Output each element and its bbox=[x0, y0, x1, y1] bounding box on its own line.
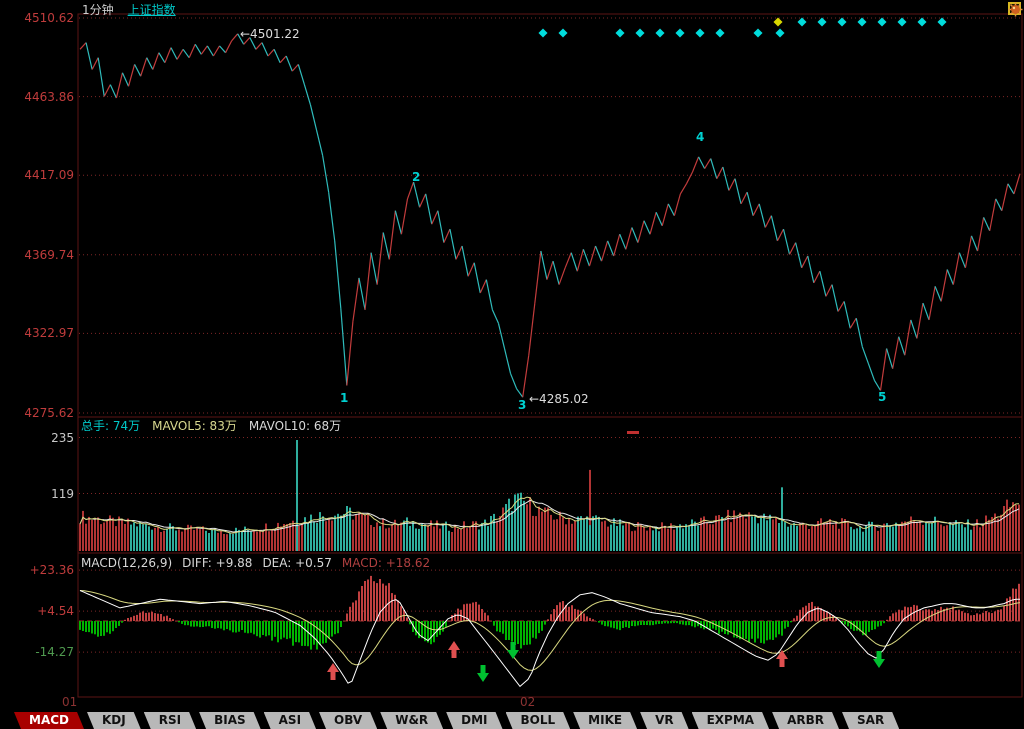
price-line bbox=[79, 33, 1021, 398]
tab-mike[interactable]: MIKE bbox=[573, 712, 637, 729]
buy-arrow-icon bbox=[448, 641, 460, 658]
price-axis-tick: 4275.62 bbox=[24, 406, 74, 420]
volume-lots-value: 总手: 74万 bbox=[81, 419, 141, 433]
tab-expma[interactable]: EXPMA bbox=[692, 712, 769, 729]
wave-marker-1: 1 bbox=[340, 391, 349, 405]
buy-arrow-icon bbox=[327, 663, 339, 680]
indicator-tab-bar: MACD KDJ RSI BIAS ASI OBV W&R DMI BOLL MIKE VR EXPM… bbox=[0, 712, 1024, 729]
tab-wr[interactable]: W&R bbox=[380, 712, 443, 729]
flower-icon[interactable] bbox=[1008, 2, 1023, 17]
macd-indicator-name[interactable]: MACD(12,26,9) bbox=[81, 556, 173, 570]
volume-panel-header: 总手: 74万 MAVOL5: 83万 MAVOL10: 68万 bbox=[81, 417, 341, 434]
macd-diff-value: DIFF: +9.88 bbox=[182, 556, 253, 570]
time-axis-label-02: 02 bbox=[520, 695, 536, 709]
tab-sar[interactable]: SAR bbox=[842, 712, 899, 729]
tab-vr[interactable]: VR bbox=[640, 712, 689, 729]
gridlines bbox=[79, 17, 1021, 653]
price-axis-tick: 4463.86 bbox=[24, 89, 74, 104]
tab-dmi[interactable]: DMI bbox=[446, 712, 502, 729]
time-axis-label-01: 01 bbox=[62, 695, 78, 709]
macd-panel-header: MACD(12,26,9) DIFF: +9.88 DEA: +0.57 MACD: … bbox=[81, 556, 430, 570]
macd-dea-value: DEA: +0.57 bbox=[262, 556, 332, 570]
mavol10-value: MAVOL10: 68万 bbox=[248, 419, 342, 433]
tab-obv[interactable]: OBV bbox=[319, 712, 377, 729]
panel-frame bbox=[77, 13, 1023, 698]
signal-diamonds bbox=[538, 17, 947, 38]
volume-axis-tick: 235 bbox=[51, 430, 74, 445]
price-axis-tick: 4322.97 bbox=[24, 326, 74, 341]
mavol5-value: MAVOL5: 83万 bbox=[152, 419, 237, 433]
price-axis-tick: 4510.62 bbox=[24, 11, 74, 25]
wave-marker-5: 5 bbox=[878, 390, 887, 404]
diff-line bbox=[79, 590, 1020, 688]
macd-histogram-negative bbox=[79, 621, 885, 650]
low-price-annotation: ←4285.02 bbox=[529, 392, 589, 406]
macd-axis-tick: -14.27 bbox=[35, 645, 74, 660]
buy-arrow-icon bbox=[776, 650, 788, 667]
corner-icons bbox=[1008, 2, 1023, 17]
macd-histogram-positive bbox=[124, 575, 1020, 622]
high-price-annotation: ←4501.22 bbox=[240, 27, 300, 41]
symbol-label[interactable]: 上证指数 bbox=[127, 3, 176, 17]
wave-marker-3: 3 bbox=[518, 398, 527, 412]
tab-arbr[interactable]: ARBR bbox=[772, 712, 839, 729]
tab-rsi[interactable]: RSI bbox=[144, 712, 196, 729]
volume-bars-down bbox=[130, 440, 972, 551]
volume-axis-tick: 119 bbox=[51, 486, 74, 501]
price-axis-tick: 4417.09 bbox=[24, 168, 74, 183]
tab-asi[interactable]: ASI bbox=[264, 712, 316, 729]
trade-signal-arrows bbox=[327, 641, 885, 682]
price-axis-tick: 4369.74 bbox=[24, 247, 74, 262]
wave-marker-4: 4 bbox=[696, 130, 705, 144]
tab-macd[interactable]: MACD bbox=[14, 712, 84, 729]
period-label[interactable]: 1分钟 bbox=[82, 3, 114, 17]
chart-title: 1分钟 上证指数 bbox=[82, 1, 176, 18]
macd-axis-tick: +4.54 bbox=[37, 604, 74, 619]
macd-value: MACD: +18.62 bbox=[341, 556, 431, 570]
volume-bars-up bbox=[79, 469, 1020, 551]
tab-boll[interactable]: BOLL bbox=[506, 712, 571, 729]
sell-arrow-icon bbox=[507, 642, 519, 659]
dea-line bbox=[79, 590, 1021, 671]
volume-spike bbox=[589, 469, 591, 551]
tab-bias[interactable]: BIAS bbox=[199, 712, 261, 729]
sell-arrow-icon bbox=[873, 651, 885, 668]
mavol10-line bbox=[79, 499, 1020, 533]
volume-spike bbox=[296, 440, 298, 551]
macd-axis-tick: +23.36 bbox=[29, 563, 74, 578]
wave-marker-2: 2 bbox=[412, 170, 421, 184]
sell-arrow-icon bbox=[477, 665, 489, 682]
mavol5-line bbox=[79, 496, 1020, 534]
volume-marker-dash bbox=[627, 431, 639, 434]
tab-kdj[interactable]: KDJ bbox=[87, 712, 141, 729]
